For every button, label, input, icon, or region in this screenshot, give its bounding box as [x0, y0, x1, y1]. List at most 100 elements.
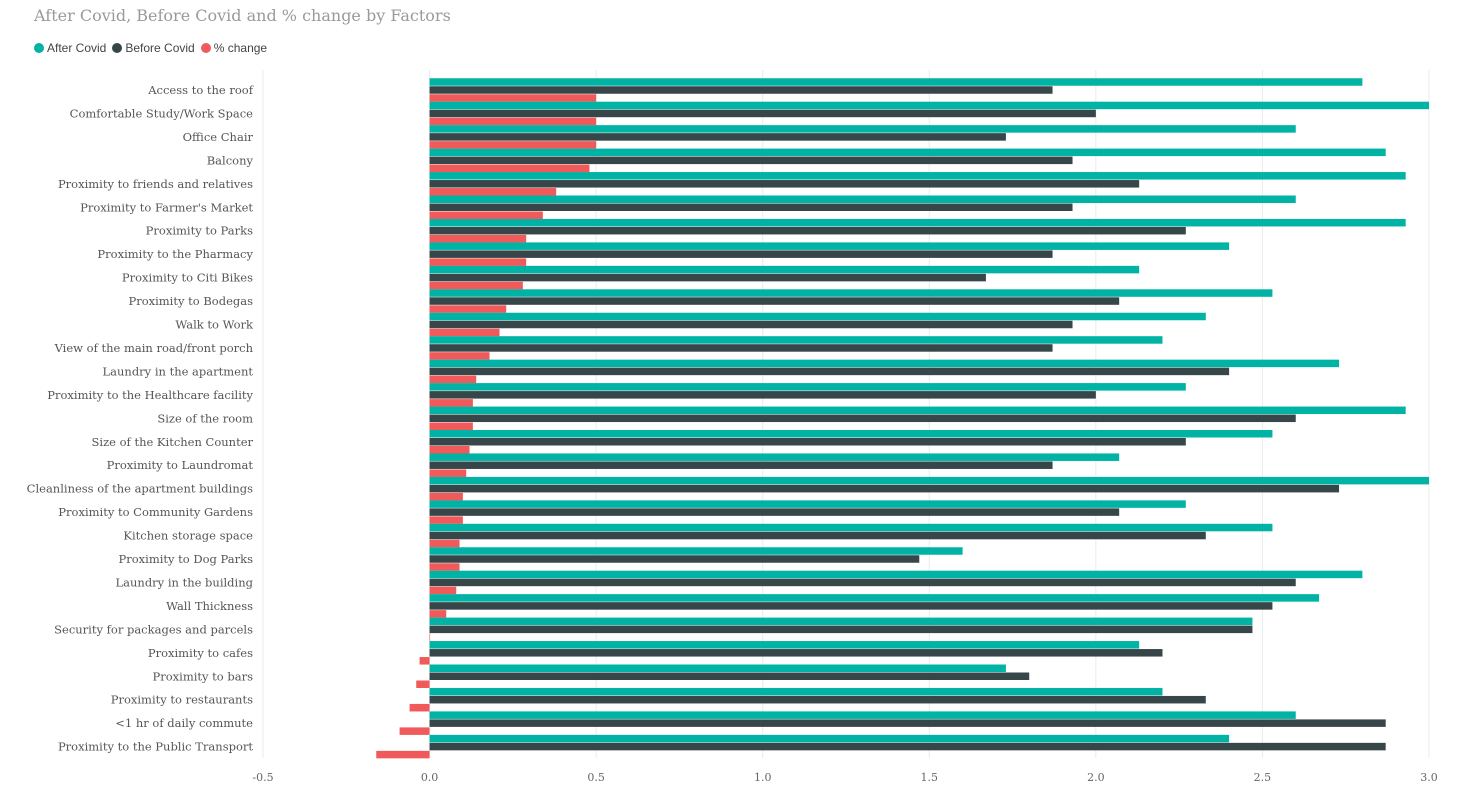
- bar-after-covid[interactable]: [429, 359, 1340, 368]
- bar-change[interactable]: [429, 258, 527, 266]
- bar-after-covid[interactable]: [429, 242, 1230, 250]
- bar-before-covid[interactable]: [429, 602, 1273, 610]
- bar-change[interactable]: [409, 703, 430, 712]
- bar-before-covid[interactable]: [429, 367, 1230, 376]
- bar-after-covid[interactable]: [429, 125, 1296, 133]
- bar-after-covid[interactable]: [429, 195, 1296, 204]
- bar-before-covid[interactable]: [429, 625, 1253, 634]
- bar-after-covid[interactable]: [429, 547, 963, 555]
- bar-change[interactable]: [429, 211, 543, 220]
- bar-after-covid[interactable]: [429, 148, 1386, 157]
- bar-before-covid[interactable]: [429, 578, 1296, 587]
- bar-before-covid[interactable]: [429, 438, 1186, 446]
- bar-before-covid[interactable]: [429, 555, 920, 563]
- bar-after-covid[interactable]: [429, 336, 1163, 344]
- bar-after-covid[interactable]: [429, 641, 1140, 649]
- bar-before-covid[interactable]: [429, 203, 1073, 212]
- bar-before-covid[interactable]: [429, 273, 986, 282]
- bar-change[interactable]: [429, 352, 490, 360]
- bar-change[interactable]: [429, 399, 473, 407]
- bar-before-covid[interactable]: [429, 531, 1206, 540]
- bar-before-covid[interactable]: [429, 719, 1386, 727]
- bar-before-covid[interactable]: [429, 672, 1030, 681]
- bar-after-covid[interactable]: [429, 734, 1230, 743]
- bar-before-covid[interactable]: [429, 109, 1096, 118]
- bar-after-covid[interactable]: [429, 711, 1296, 719]
- bar-before-covid[interactable]: [429, 391, 1096, 399]
- bar-change[interactable]: [429, 305, 507, 313]
- bar-before-covid[interactable]: [429, 461, 1053, 469]
- bar-after-covid[interactable]: [429, 500, 1186, 508]
- bar-change[interactable]: [429, 422, 473, 431]
- bar-before-covid[interactable]: [429, 86, 1053, 94]
- bar-change[interactable]: [429, 94, 597, 102]
- bar-after-covid[interactable]: [429, 476, 1430, 485]
- bar-after-covid[interactable]: [429, 312, 1206, 321]
- bar-before-covid[interactable]: [429, 484, 1340, 493]
- bar-after-covid[interactable]: [429, 617, 1253, 626]
- x-tick-label: -0.5: [252, 771, 273, 784]
- bar-change[interactable]: [429, 375, 477, 384]
- bar-after-covid[interactable]: [429, 265, 1140, 274]
- bar-after-covid[interactable]: [429, 453, 1120, 461]
- bar-before-covid[interactable]: [429, 156, 1073, 165]
- bar-after-covid[interactable]: [429, 687, 1163, 696]
- bar-before-covid[interactable]: [429, 250, 1053, 258]
- bar-after-covid[interactable]: [429, 664, 1006, 673]
- bar-after-covid[interactable]: [429, 523, 1273, 532]
- bar-change[interactable]: [429, 563, 460, 571]
- category-label: Proximity to the Healthcare facility: [47, 388, 253, 402]
- bar-change[interactable]: [429, 141, 597, 149]
- bar-after-covid[interactable]: [429, 78, 1363, 86]
- bar-change[interactable]: [429, 492, 463, 501]
- legend-marker-pct-change: [200, 43, 211, 53]
- bar-before-covid[interactable]: [429, 133, 1006, 141]
- legend-label-after-covid: After Covid: [47, 41, 107, 55]
- category-label: Proximity to the Public Transport: [58, 740, 253, 754]
- bar-after-covid[interactable]: [429, 101, 1430, 110]
- category-label: Cleanliness of the apartment buildings: [27, 482, 253, 496]
- bar-after-covid[interactable]: [429, 594, 1320, 602]
- legend-item-after-covid[interactable]: After Covid: [34, 41, 106, 55]
- bar-after-covid[interactable]: [429, 289, 1273, 297]
- category-label: Walk to Work: [175, 318, 254, 332]
- bar-change[interactable]: [429, 188, 557, 196]
- bar-before-covid[interactable]: [429, 344, 1053, 352]
- bar-after-covid[interactable]: [429, 383, 1186, 391]
- bar-change[interactable]: [429, 328, 500, 337]
- bar-change[interactable]: [419, 657, 430, 665]
- bar-before-covid[interactable]: [429, 297, 1120, 305]
- bar-change[interactable]: [429, 633, 431, 642]
- bar-change[interactable]: [429, 469, 467, 477]
- bar-change[interactable]: [429, 164, 590, 173]
- bar-before-covid[interactable]: [429, 508, 1120, 516]
- bar-change[interactable]: [429, 586, 457, 595]
- bar-before-covid[interactable]: [429, 226, 1186, 235]
- x-tick-label: 0.5: [587, 771, 605, 784]
- bar-change[interactable]: [429, 446, 470, 454]
- bar-after-covid[interactable]: [429, 172, 1406, 180]
- category-label: Proximity to bars: [153, 669, 254, 683]
- bar-before-covid[interactable]: [429, 320, 1073, 329]
- bar-after-covid[interactable]: [429, 570, 1363, 579]
- bar-after-covid[interactable]: [429, 430, 1273, 438]
- bar-change[interactable]: [429, 539, 460, 548]
- bar-change[interactable]: [429, 234, 527, 243]
- bar-before-covid[interactable]: [429, 180, 1140, 188]
- bar-change[interactable]: [429, 516, 463, 524]
- bar-change[interactable]: [376, 750, 430, 759]
- bar-change[interactable]: [416, 680, 430, 689]
- bar-change[interactable]: [399, 727, 430, 735]
- bar-after-covid[interactable]: [429, 406, 1406, 415]
- bar-before-covid[interactable]: [429, 695, 1206, 704]
- bar-before-covid[interactable]: [429, 742, 1386, 751]
- bar-change[interactable]: [429, 281, 523, 290]
- legend-item-pct-change[interactable]: % change: [200, 41, 267, 55]
- bar-after-covid[interactable]: [429, 218, 1406, 227]
- category-label: Proximity to Farmer's Market: [80, 200, 253, 214]
- bar-before-covid[interactable]: [429, 649, 1163, 657]
- bar-change[interactable]: [429, 610, 447, 618]
- bar-before-covid[interactable]: [429, 414, 1296, 423]
- legend-item-before-covid[interactable]: Before Covid: [112, 41, 195, 55]
- bar-change[interactable]: [429, 117, 597, 126]
